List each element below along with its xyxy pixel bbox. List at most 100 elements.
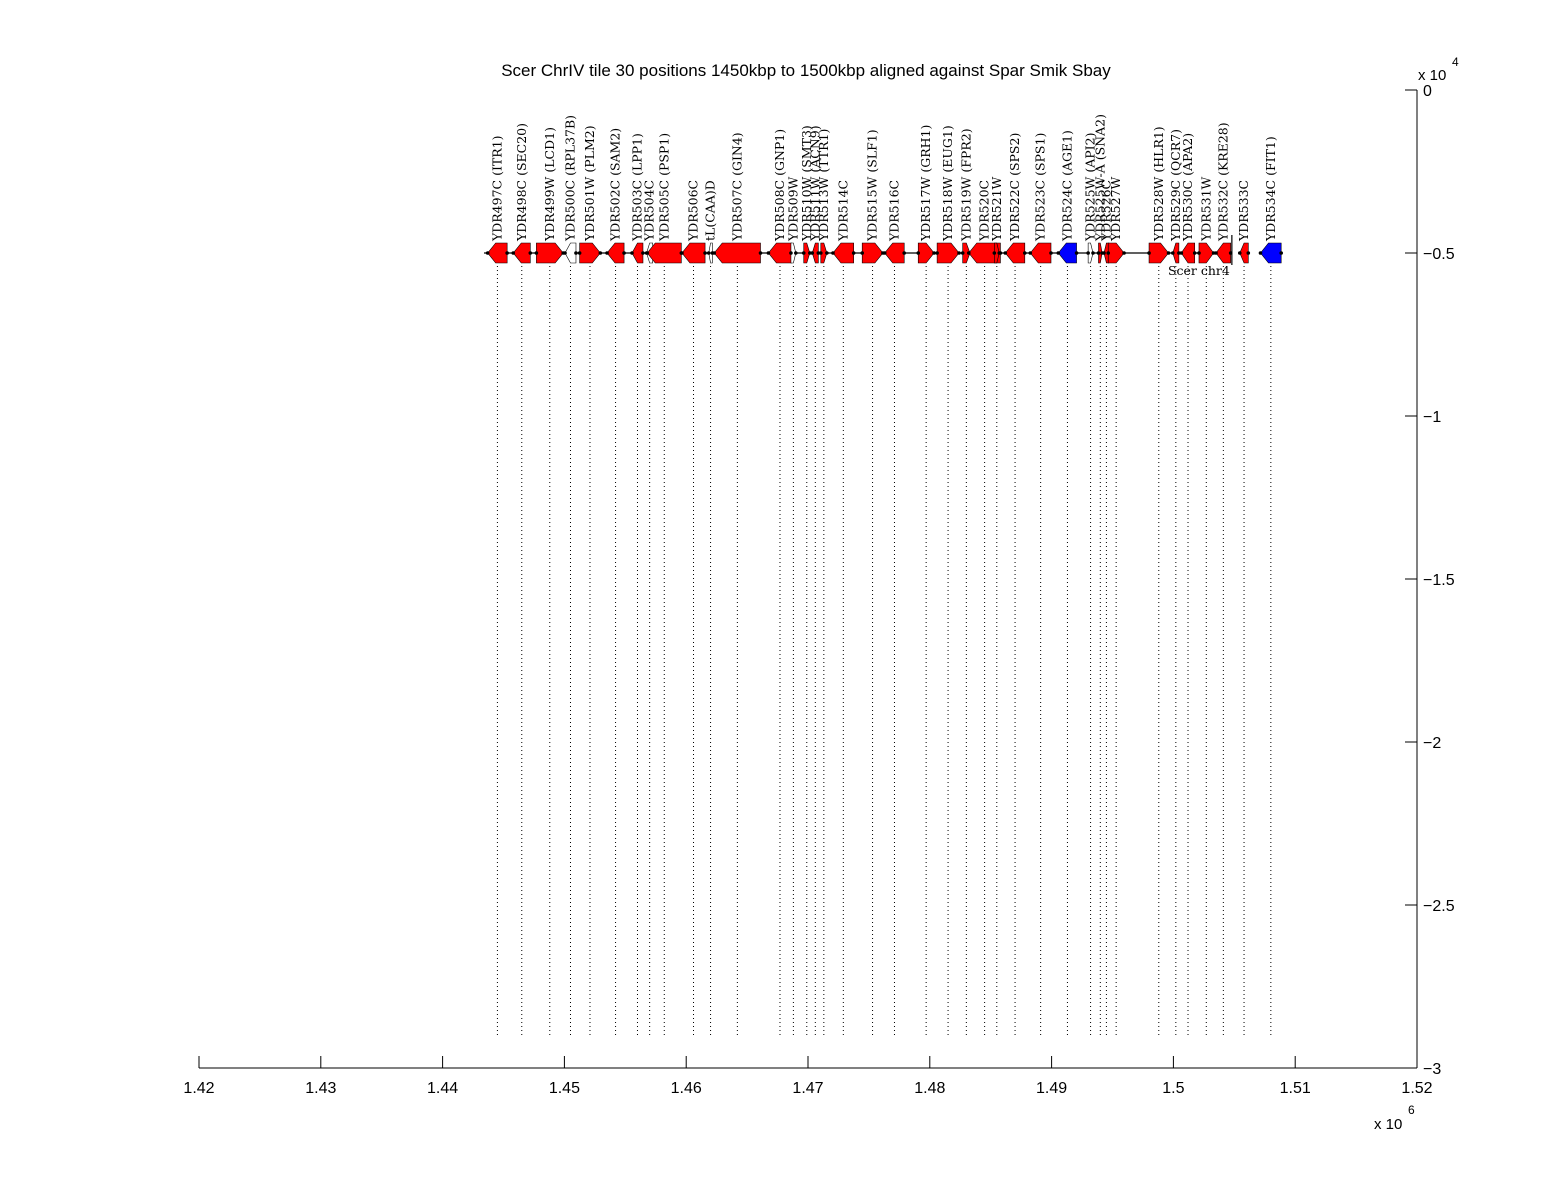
gene-arrow [681,242,706,264]
gene-arrow [1029,242,1052,264]
gene-label: YDR513W (TTR1) [816,129,831,242]
gene-arrow [803,242,811,264]
gene-boundary-dot [1056,251,1061,255]
gene-label: YDR518W (EUG1) [940,125,955,242]
gene-boundary-dot [622,251,626,255]
gene-arrow [1087,242,1094,264]
gene-label: YDR528W (HLR1) [1151,126,1166,242]
x-tick-label: 1.47 [792,1080,823,1097]
gene-boundary-dot [758,251,763,255]
gene-boundary-dot [932,251,936,255]
gene-boundary-dot [1228,251,1233,255]
gene-label: YDR525W (API2) [1083,133,1098,242]
gene-boundary-dot [598,251,603,255]
gene-boundary-dot [1096,251,1101,255]
gene-label: YDR498C (SEC20) [514,123,529,242]
gene-boundary-dot [577,251,582,255]
gene-arrow [646,242,682,264]
gene-label: YDR526C [1098,180,1113,242]
gene-boundary-dot [860,251,865,255]
gene-arrow [564,242,577,264]
gene-arrow [1215,242,1231,264]
gene-boundary-dot [1179,251,1184,255]
gene-boundary-dot [630,251,634,255]
gene-boundary-dot [1258,251,1263,255]
gene-label: YDR497C (ITR1) [489,136,504,242]
gene-boundary-dot [703,251,707,255]
gene-boundary-dot [534,251,539,255]
gene-label: YDR502C (SAM2) [608,128,623,242]
gene-arrow [579,242,601,264]
gene-arrow [536,242,564,264]
gene-label: YDR531W [1198,176,1213,242]
gene-arrow [606,242,625,264]
gene-arrow [512,242,531,264]
gene-arrow [820,242,828,264]
gene-boundary-dot [1279,251,1283,255]
gene-arrow [861,242,884,264]
gene-boundary-dot [574,251,578,255]
y-exponent-label: x 10 [1418,67,1446,84]
gene-label: YDR523C (SPS1) [1033,133,1048,242]
gene-arrow [884,242,905,264]
gene-label: YDR509W [785,176,800,242]
gene-boundary-dot [1237,251,1242,255]
gene-boundary-dot [528,251,533,255]
gene-boundary-dot [801,251,806,255]
axes: 1.42 1.43 1.44 1.45 1.46 1.47 1.48 1.49 1.5 1.51 1… [183,83,1454,1097]
y-tick-label: −3 [1423,1061,1441,1078]
x-tick-label: 1.43 [305,1080,336,1097]
gene-label: YDR519W (FPR2) [958,128,973,242]
gene-boundary-dot [505,251,509,255]
gene-boundary-dot [1102,251,1106,255]
gene-boundary-dot [1197,251,1201,255]
y-tick-label: −2 [1423,735,1441,752]
gene-boundary-dot [1086,251,1090,255]
gene-boundary-dot [1166,251,1171,255]
x-tick-label: 1.45 [549,1080,580,1097]
y-tick-label: 0 [1423,83,1432,100]
x-tick-label: 1.51 [1280,1080,1311,1097]
chart-title: Scer ChrIV tile 30 positions 1450kbp to … [501,61,1111,80]
gene-boundary-dot [563,251,567,255]
gene-boundary-dot [992,251,997,255]
gene-boundary-dot [966,251,971,255]
gene-boundary-dot [645,251,650,255]
gene-boundary-dot [902,251,907,255]
gene-boundary-dot [789,251,793,255]
x-tick-label: 1.5 [1162,1080,1184,1097]
gene-boundary-dot [1170,251,1175,255]
gene-boundary-dot [511,251,516,255]
gene-label: YDR506C [686,180,701,242]
gene-label: YDR521W [989,176,1004,242]
gene-boundary-dot [1192,251,1197,255]
gene-label: YDR533C [1236,180,1251,242]
x-tick-label: 1.52 [1401,1080,1432,1097]
gene-boundary-dot [706,251,711,255]
gene-label: YDR505C (PSP1) [656,133,671,242]
gene-label: YDR514C [835,180,850,242]
gene-label: YDR527W [1108,176,1123,242]
x-tick-label: 1.49 [1036,1080,1067,1097]
gene-label: YDR517W (GRH1) [918,125,933,242]
gene-label: YDR511W (ACN9) [807,125,822,242]
gene-arrow [811,242,819,264]
gene-label: YDR507C (GIN4) [729,132,744,242]
gene-arrow [1098,242,1103,264]
x-exponent-label: x 10 [1374,1116,1402,1133]
gene-label: YDR520C [977,180,992,242]
contig-tracks: Scer chr4 YDR497C (ITR1) YDR498C (SEC20) YD… [484,114,1283,1038]
gene-label: YDR504C [642,180,657,242]
gene-boundary-dot [957,251,961,255]
x-tick-label: 1.42 [183,1080,214,1097]
y-exponent: 4 [1452,55,1459,69]
gene-arrow [768,242,792,264]
gene-arrow [994,242,1000,264]
gene-boundary-dot [818,251,823,255]
track: Scer chr4 YDR497C (ITR1) YDR498C (SEC20) YD… [484,114,1283,1038]
gene-boundary-dot [916,251,921,255]
gene-boundary-dot [641,251,645,255]
gene-label: YDR508C (GNP1) [772,129,787,242]
gene-boundary-dot [1028,251,1033,255]
